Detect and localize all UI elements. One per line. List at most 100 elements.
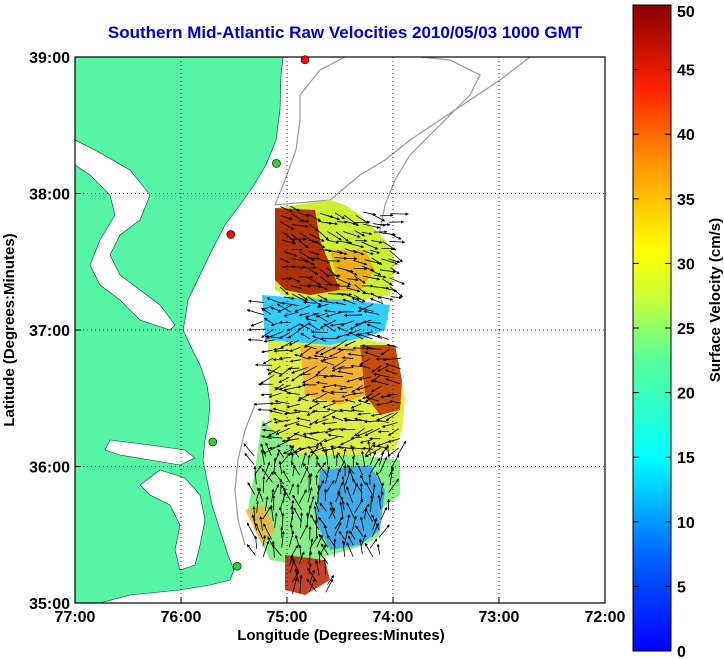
- velocity-arrow: [323, 557, 327, 575]
- velocity-arrow: [291, 213, 305, 222]
- velocity-arrow: [262, 534, 267, 547]
- y-axis-label: Latitude (Degrees:Minutes): [1, 233, 18, 426]
- velocity-arrow: [389, 467, 394, 486]
- velocity-arrow: [280, 206, 293, 213]
- velocity-arrow: [266, 297, 283, 305]
- velocity-arrow: [262, 357, 274, 365]
- velocity-arrow: [364, 351, 380, 358]
- velocity-arrow: [373, 274, 387, 279]
- velocity-arrow: [381, 258, 399, 265]
- velocity-arrow: [342, 448, 347, 459]
- velocity-arrow: [268, 445, 281, 450]
- velocity-arrow: [361, 241, 379, 250]
- velocity-arrow: [291, 224, 309, 228]
- velocity-arrow: [390, 295, 403, 300]
- velocity-field: [245, 200, 405, 595]
- velocity-arrow: [338, 530, 346, 540]
- colorbar-tick-label: 50: [677, 4, 695, 21]
- velocity-arrow: [362, 275, 381, 281]
- velocity-arrow: [311, 392, 328, 402]
- velocity-arrow: [334, 212, 345, 220]
- velocity-arrow: [301, 365, 317, 375]
- velocity-arrow: [243, 443, 255, 457]
- velocity-arrow: [371, 483, 376, 502]
- velocity-arrow: [376, 334, 389, 340]
- velocity-arrow: [276, 303, 292, 313]
- velocity-arrow: [299, 251, 315, 262]
- velocity-arrow: [262, 420, 273, 426]
- velocity-arrows: [243, 205, 409, 595]
- velocity-arrow: [307, 296, 322, 306]
- velocity-arrow: [370, 213, 386, 222]
- velocity-arrow: [305, 393, 319, 397]
- velocity-arrow: [317, 366, 327, 374]
- velocity-arrow: [299, 512, 304, 528]
- velocity-arrow: [308, 251, 320, 256]
- velocity-arrow: [274, 512, 278, 528]
- velocity-arrow: [307, 504, 312, 520]
- colorbar-tick-label: 5: [677, 579, 686, 596]
- colorbar-label: Surface Velocity (cm/s): [707, 218, 724, 382]
- velocity-arrow: [369, 457, 381, 474]
- velocity-arrow: [358, 376, 372, 381]
- velocity-arrow: [278, 384, 291, 391]
- velocity-arrow: [350, 444, 356, 457]
- velocity-arrow: [268, 429, 281, 437]
- velocity-arrow: [330, 390, 347, 394]
- colorbar: [632, 4, 672, 652]
- velocity-arrow: [336, 240, 353, 245]
- velocity-arrow: [389, 250, 403, 263]
- velocity-arrow: [388, 428, 400, 436]
- velocity-arrow: [352, 249, 365, 256]
- velocity-arrow: [279, 492, 286, 510]
- velocity-arrow: [310, 445, 319, 457]
- velocity-arrow: [370, 375, 380, 383]
- albemarle-sound: [104, 439, 196, 466]
- velocity-arrow: [325, 479, 335, 493]
- velocity-arrow: [314, 519, 318, 537]
- velocity-arrow: [307, 322, 319, 331]
- velocity-arrow: [318, 299, 335, 304]
- velocity-arrow: [364, 428, 380, 436]
- velocity-arrow: [271, 544, 282, 557]
- velocity-arrow: [376, 402, 392, 406]
- velocity-arrow: [273, 349, 290, 353]
- velocity-arrow: [343, 293, 361, 300]
- velocity-arrow: [354, 275, 366, 284]
- velocity-arrow: [328, 507, 335, 519]
- velocity-arrow: [363, 211, 377, 216]
- velocity-arrow: [382, 278, 393, 286]
- velocity-arrow: [276, 439, 291, 447]
- velocity-arrow: [365, 481, 373, 496]
- velocity-arrow: [300, 257, 315, 266]
- velocity-arrow: [334, 468, 341, 484]
- velocity-arrow: [377, 494, 382, 510]
- velocity-arrow: [390, 267, 400, 275]
- velocity-arrow: [357, 412, 371, 416]
- grid: [75, 57, 605, 603]
- velocity-arrow: [292, 465, 296, 477]
- velocity-arrow: [355, 525, 364, 537]
- station-marker: [232, 561, 242, 571]
- velocity-arrow: [246, 309, 264, 316]
- velocity-arrow: [307, 487, 313, 503]
- velocity-arrow: [277, 448, 285, 458]
- velocity-arrow: [318, 533, 329, 548]
- velocity-arrow: [261, 307, 272, 315]
- velocity-arrow: [315, 559, 320, 576]
- velocity-arrow: [389, 277, 406, 285]
- velocity-arrow: [327, 231, 342, 241]
- y-tick-label: 39:00: [29, 50, 70, 67]
- velocity-arrow: [328, 348, 346, 358]
- velocity-arrow: [336, 292, 353, 296]
- velocity-arrow: [319, 502, 327, 512]
- velocity-arrow: [343, 231, 361, 238]
- velocity-arrow: [373, 372, 390, 378]
- y-tick-label: 38:00: [29, 187, 70, 204]
- velocity-arrow: [289, 346, 301, 353]
- velocity-arrow: [321, 421, 337, 426]
- velocity-arrow: [304, 344, 317, 350]
- velocity-arrow: [264, 335, 282, 339]
- velocity-arrow: [294, 568, 300, 583]
- velocity-arrow: [273, 471, 284, 485]
